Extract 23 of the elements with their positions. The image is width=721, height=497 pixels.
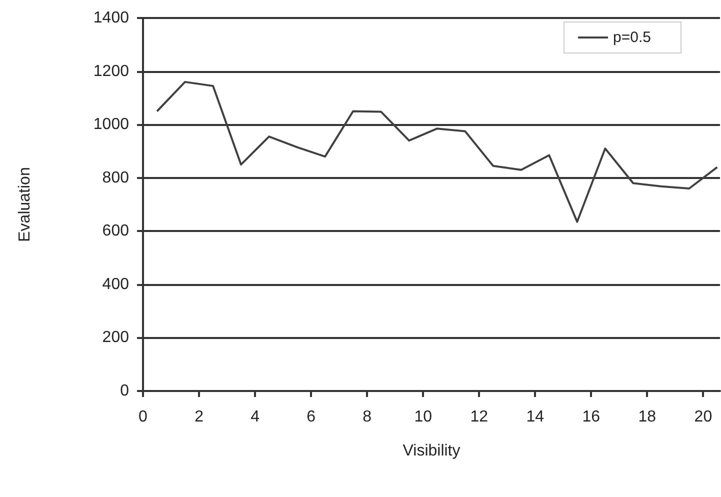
line-series [156,80,718,223]
y-tick-label: 1200 [93,62,130,80]
y-tick-label: 600 [102,222,130,240]
x-tick-label: 16 [582,408,600,426]
legend-label: p=0.5 [613,29,652,46]
x-tick-label: 20 [694,408,712,426]
x-tick-label: 4 [250,408,260,426]
y-axis-title: Evaluation [16,167,34,242]
y-tick-label: 400 [102,276,130,293]
x-tick-label: 14 [526,408,544,426]
x-tick-label: 0 [138,408,148,426]
y-tick-label: 1400 [93,10,130,26]
x-tick-label: 18 [638,408,656,426]
x-tick-label: 10 [414,408,432,426]
y-tick-label: 1000 [93,116,130,134]
x-axis-title: Visibility [402,442,460,460]
y-tick-label: 800 [102,169,130,186]
x-tick-label: 12 [470,408,488,426]
x-tick-label: 6 [306,408,316,426]
y-tick-label: 0 [120,382,130,400]
x-tick-label: 2 [194,408,204,426]
y-tick-label: 200 [102,329,130,346]
x-tick-label: 8 [362,408,372,426]
